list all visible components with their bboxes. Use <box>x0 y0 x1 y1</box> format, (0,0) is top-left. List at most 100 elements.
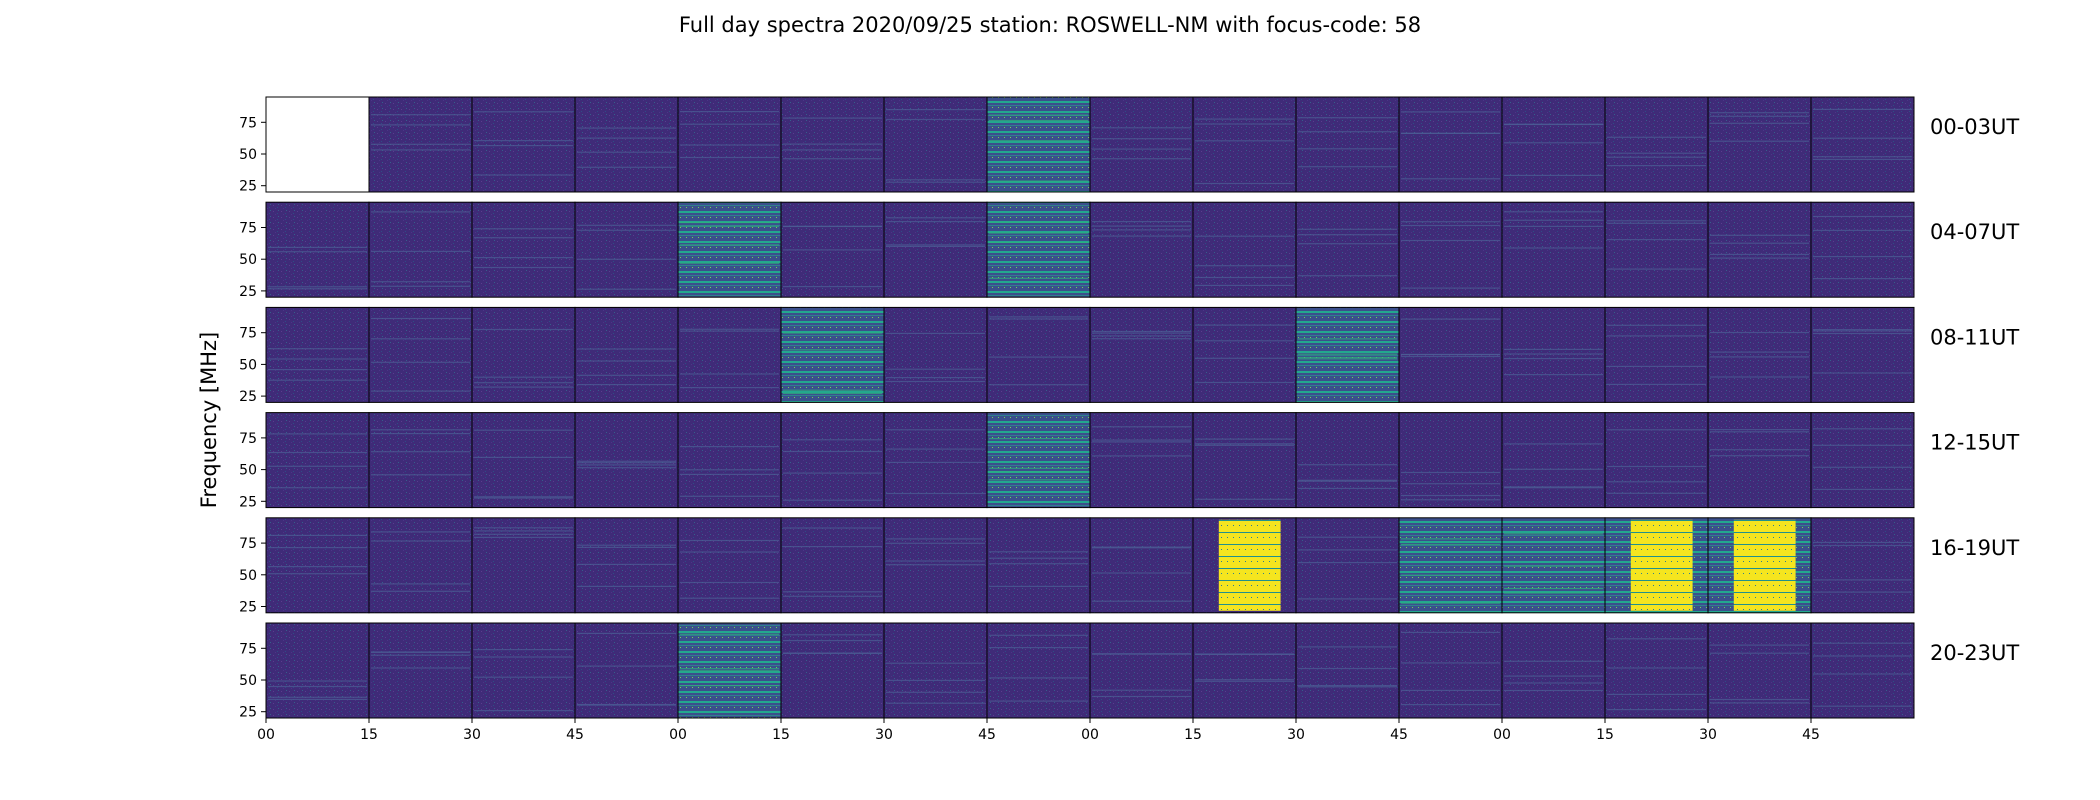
spectrum-segment <box>574 201 679 298</box>
interference-line <box>577 258 676 260</box>
spectrum-segment <box>1295 306 1400 403</box>
interference-line <box>1813 642 1912 644</box>
interference-line <box>474 145 573 147</box>
interference-line <box>474 656 573 658</box>
interference-line <box>1092 338 1191 340</box>
interference-line <box>371 285 470 287</box>
interference-line <box>1401 239 1500 242</box>
interference-line <box>268 547 367 549</box>
interference-line <box>474 174 573 176</box>
interference-line <box>1298 487 1397 489</box>
interference-line <box>1504 247 1603 249</box>
interference-line <box>1504 443 1603 445</box>
spectrum-segment <box>1398 412 1503 509</box>
interference-line <box>783 332 882 334</box>
interference-line <box>577 151 676 153</box>
interference-line <box>783 472 882 474</box>
interference-line <box>886 368 985 370</box>
interference-line <box>577 166 676 168</box>
interference-line <box>680 581 779 584</box>
interference-line <box>1813 428 1912 430</box>
spectrum-segment <box>1604 306 1709 403</box>
x-tick-label: 30 <box>1699 727 1717 743</box>
interference-line <box>1813 541 1912 543</box>
interference-line <box>1092 546 1191 548</box>
y-tick-label: 50 <box>239 463 257 479</box>
spectrum-segment <box>1604 622 1709 719</box>
interference-line <box>886 702 985 704</box>
interference-line <box>1298 234 1397 236</box>
interference-line <box>268 246 367 248</box>
interference-line <box>886 217 985 219</box>
interference-line <box>1092 455 1191 457</box>
row-time-label: 00-03UT <box>1930 115 2019 139</box>
interference-line <box>886 181 985 183</box>
spectrum-segment <box>1398 201 1503 298</box>
saturated-burst <box>1733 519 1796 611</box>
interference-line <box>783 499 882 501</box>
spectrum-segment <box>574 412 679 509</box>
chart-title: Full day spectra 2020/09/25 station: ROS… <box>679 13 1421 37</box>
interference-line <box>577 229 676 231</box>
spectrum-segment <box>1192 412 1297 509</box>
row-time-label: 04-07UT <box>1930 220 2019 244</box>
interference-line <box>886 691 985 693</box>
interference-line <box>1401 543 1500 546</box>
interference-line <box>268 433 367 435</box>
interference-line <box>783 349 882 351</box>
interference-line <box>989 557 1088 559</box>
interference-line <box>1813 158 1912 160</box>
interference-line <box>1298 685 1397 687</box>
spectrum-segment <box>883 622 988 719</box>
interference-line <box>1504 219 1603 221</box>
y-tick-label: 50 <box>239 673 257 689</box>
interference-line <box>1710 115 1809 117</box>
interference-line <box>371 361 470 363</box>
interference-line <box>783 439 882 441</box>
spectrum-segment <box>1295 517 1400 614</box>
row-time-label: 20-23UT <box>1930 641 2019 665</box>
interference-line <box>1401 538 1500 540</box>
interference-line <box>371 540 470 542</box>
interference-line <box>1607 492 1706 494</box>
interference-line <box>1710 351 1809 353</box>
interference-line <box>1710 112 1809 114</box>
interference-line <box>1607 156 1706 158</box>
interference-line <box>1504 486 1603 488</box>
interference-line <box>268 534 367 536</box>
x-tick-label: 00 <box>257 727 275 743</box>
interference-line <box>886 560 985 562</box>
spectrum-segment <box>265 517 370 614</box>
spectrum-segment <box>986 306 1091 403</box>
interference-line <box>1298 243 1397 245</box>
spectrum-segment <box>986 517 1091 614</box>
spectrum-segment <box>1501 96 1606 193</box>
interference-line <box>1401 221 1500 223</box>
y-tick-label: 25 <box>239 284 257 300</box>
interference-line <box>1813 544 1912 547</box>
interference-line <box>1504 142 1603 144</box>
interference-line <box>1710 242 1809 244</box>
interference-line <box>268 451 367 454</box>
y-tick-label: 75 <box>239 115 257 131</box>
interference-line <box>1195 680 1294 682</box>
interference-line <box>680 156 779 159</box>
interference-line <box>886 245 985 247</box>
interference-line <box>783 225 882 228</box>
interference-line <box>1401 471 1500 474</box>
interference-line <box>371 338 470 340</box>
interference-line <box>1195 357 1294 359</box>
spectrum-segment <box>1089 306 1194 403</box>
interference-line <box>886 179 985 181</box>
interference-line <box>474 527 573 529</box>
interference-line <box>680 495 779 497</box>
interference-line <box>1504 660 1603 662</box>
interference-line <box>1401 178 1500 180</box>
interference-line <box>474 497 573 499</box>
interference-line <box>577 546 676 548</box>
interference-line <box>1092 547 1191 549</box>
interference-line <box>783 149 882 151</box>
interference-line <box>680 244 779 246</box>
x-tick-label: 30 <box>463 727 481 743</box>
interference-line <box>783 143 882 145</box>
